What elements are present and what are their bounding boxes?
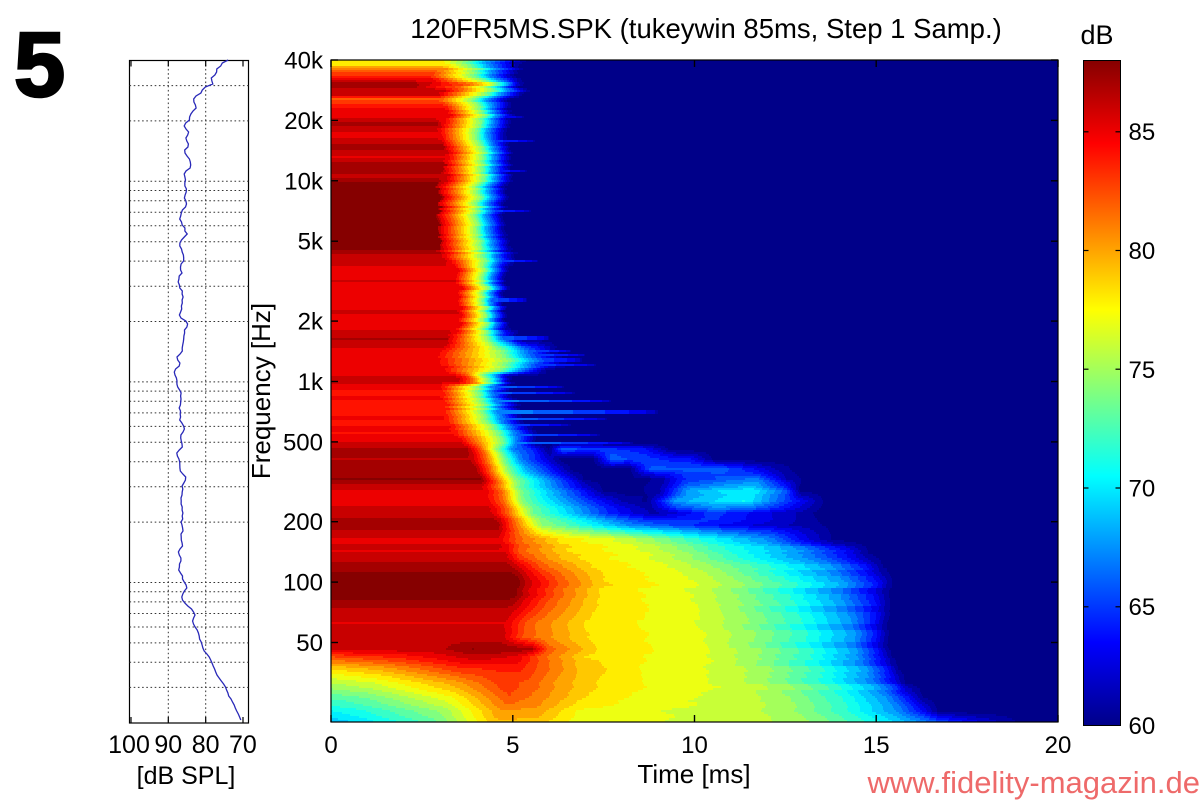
- svg-text:40k: 40k: [284, 48, 324, 75]
- svg-text:100: 100: [108, 731, 150, 759]
- svg-text:5: 5: [506, 732, 519, 759]
- svg-text:Frequency [Hz]: Frequency [Hz]: [246, 303, 276, 479]
- svg-text:20k: 20k: [284, 108, 324, 135]
- svg-text:10: 10: [681, 732, 708, 759]
- svg-text:85: 85: [1129, 119, 1156, 146]
- svg-text:www.fidelity-magazin.de: www.fidelity-magazin.de: [866, 765, 1200, 800]
- svg-text:1k: 1k: [298, 369, 324, 396]
- svg-text:dB: dB: [1080, 20, 1113, 50]
- svg-text:Time [ms]: Time [ms]: [637, 759, 750, 789]
- svg-text:15: 15: [863, 732, 890, 759]
- svg-text:[dB SPL]: [dB SPL]: [137, 762, 236, 790]
- svg-text:60: 60: [1129, 713, 1156, 740]
- svg-text:90: 90: [154, 731, 182, 759]
- svg-text:65: 65: [1129, 594, 1156, 621]
- svg-text:80: 80: [1129, 238, 1156, 265]
- svg-text:10k: 10k: [284, 168, 324, 195]
- svg-text:500: 500: [283, 429, 323, 456]
- svg-text:70: 70: [229, 731, 257, 759]
- svg-text:75: 75: [1129, 357, 1156, 384]
- svg-text:0: 0: [324, 732, 337, 759]
- svg-text:5: 5: [14, 14, 65, 116]
- svg-text:80: 80: [192, 731, 220, 759]
- svg-text:2k: 2k: [298, 309, 324, 336]
- svg-text:120FR5MS.SPK (tukeywin 85ms, S: 120FR5MS.SPK (tukeywin 85ms, Step 1 Samp…: [410, 13, 1002, 44]
- svg-text:70: 70: [1129, 476, 1156, 503]
- svg-text:20: 20: [1045, 732, 1072, 759]
- svg-text:5k: 5k: [298, 229, 324, 256]
- svg-text:100: 100: [283, 570, 323, 597]
- svg-text:50: 50: [296, 630, 323, 657]
- svg-text:200: 200: [283, 509, 323, 536]
